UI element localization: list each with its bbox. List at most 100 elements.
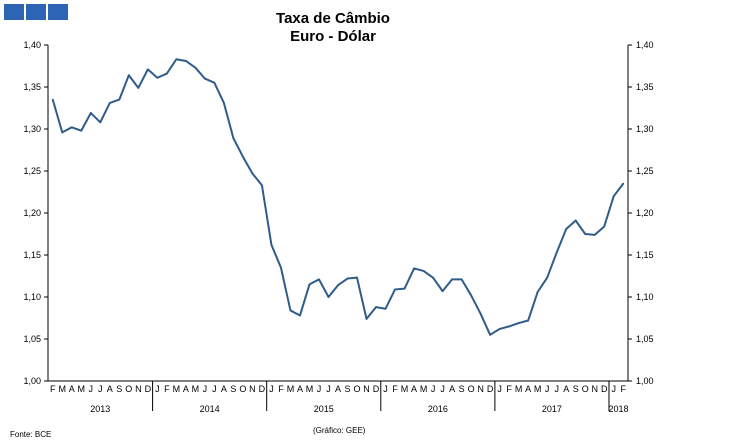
data-point bbox=[156, 76, 159, 79]
x-month-label: J bbox=[611, 384, 616, 394]
data-point bbox=[479, 312, 482, 315]
x-month-label: M bbox=[515, 384, 523, 394]
source-note: Fonte: BCE bbox=[10, 430, 52, 439]
data-point bbox=[546, 276, 549, 279]
data-point bbox=[375, 306, 377, 308]
x-month-label: A bbox=[183, 384, 189, 394]
x-month-label: J bbox=[269, 384, 274, 394]
y-tick-label-left: 1,00 bbox=[23, 376, 41, 386]
x-month-label: F bbox=[506, 384, 512, 394]
y-tick-label-right: 1,35 bbox=[636, 82, 654, 92]
x-month-label: J bbox=[383, 384, 388, 394]
x-year-label: 2014 bbox=[200, 404, 220, 414]
data-point bbox=[555, 251, 558, 254]
x-year-label: 2018 bbox=[608, 404, 628, 414]
y-tick-label-right: 1,20 bbox=[636, 208, 654, 218]
data-point bbox=[70, 126, 73, 129]
data-point bbox=[165, 72, 168, 75]
x-month-label: J bbox=[326, 384, 331, 394]
x-month-label: N bbox=[135, 384, 142, 394]
x-month-label: A bbox=[297, 384, 303, 394]
data-point bbox=[175, 58, 178, 61]
x-year-label: 2017 bbox=[542, 404, 562, 414]
x-month-label: D bbox=[145, 384, 152, 394]
x-month-label: A bbox=[335, 384, 341, 394]
y-tick-label-right: 1,15 bbox=[636, 250, 654, 260]
data-point bbox=[470, 294, 473, 297]
data-point bbox=[593, 233, 596, 236]
x-month-label: O bbox=[468, 384, 475, 394]
x-month-label: S bbox=[230, 384, 236, 394]
x-month-label: N bbox=[249, 384, 256, 394]
data-point bbox=[346, 277, 349, 280]
x-month-label: A bbox=[411, 384, 417, 394]
x-month-label: J bbox=[155, 384, 160, 394]
data-point bbox=[489, 333, 492, 336]
x-month-label: F bbox=[392, 384, 398, 394]
x-month-label: O bbox=[582, 384, 589, 394]
y-tick-label-right: 1,40 bbox=[636, 40, 654, 50]
data-point bbox=[80, 129, 83, 132]
x-month-label: J bbox=[431, 384, 436, 394]
data-point bbox=[517, 322, 520, 324]
data-point bbox=[118, 98, 121, 101]
x-month-label: M bbox=[306, 384, 314, 394]
x-month-label: F bbox=[620, 384, 626, 394]
x-month-label: J bbox=[554, 384, 559, 394]
data-point bbox=[280, 266, 282, 269]
x-month-label: A bbox=[563, 384, 569, 394]
x-month-label: S bbox=[345, 384, 351, 394]
x-month-label: J bbox=[89, 384, 94, 394]
credit-note: (Gráfico: GEE) bbox=[313, 426, 366, 435]
x-month-label: A bbox=[449, 384, 455, 394]
data-point bbox=[451, 278, 453, 281]
x-month-label: A bbox=[221, 384, 227, 394]
series-line-eur-usd bbox=[51, 58, 625, 336]
data-point bbox=[299, 314, 301, 317]
data-point bbox=[527, 319, 530, 322]
data-point bbox=[223, 102, 225, 104]
data-point bbox=[565, 228, 568, 230]
data-point bbox=[622, 182, 625, 185]
data-point bbox=[422, 270, 425, 272]
data-point bbox=[337, 284, 339, 287]
x-month-label: O bbox=[125, 384, 132, 394]
x-month-label: M bbox=[287, 384, 295, 394]
y-tick-label-left: 1,25 bbox=[23, 166, 41, 176]
chart-subtitle: Euro - Dólar bbox=[290, 28, 376, 45]
logo-block-3 bbox=[48, 4, 68, 20]
data-point bbox=[184, 60, 187, 62]
x-year-label: 2013 bbox=[90, 404, 110, 414]
data-point bbox=[413, 267, 415, 270]
x-month-label: J bbox=[317, 384, 322, 394]
data-point bbox=[194, 66, 197, 69]
x-month-label: J bbox=[497, 384, 502, 394]
data-point bbox=[508, 325, 511, 328]
data-point bbox=[394, 288, 396, 291]
x-month-label: N bbox=[477, 384, 484, 394]
data-point bbox=[584, 233, 587, 235]
x-month-label: M bbox=[420, 384, 428, 394]
logo-block-2 bbox=[26, 4, 46, 20]
data-point bbox=[261, 184, 263, 187]
x-month-label: J bbox=[440, 384, 445, 394]
x-month-label: D bbox=[373, 384, 380, 394]
y-tick-label-left: 1,40 bbox=[23, 40, 41, 50]
x-month-label: F bbox=[50, 384, 56, 394]
y-tick-label-left: 1,15 bbox=[23, 250, 41, 260]
x-month-label: N bbox=[591, 384, 598, 394]
x-month-label: M bbox=[78, 384, 86, 394]
y-tick-label-left: 1,30 bbox=[23, 124, 41, 134]
x-month-label: A bbox=[69, 384, 75, 394]
x-month-label: F bbox=[164, 384, 170, 394]
x-month-label: O bbox=[354, 384, 361, 394]
chart-title: Taxa de Câmbio bbox=[276, 10, 390, 27]
y-tick-label-right: 1,25 bbox=[636, 166, 654, 176]
y-tick-label-left: 1,10 bbox=[23, 292, 41, 302]
data-point bbox=[603, 225, 606, 228]
x-month-label: A bbox=[107, 384, 113, 394]
data-point bbox=[612, 195, 615, 198]
y-tick-label-right: 1,00 bbox=[636, 376, 654, 386]
data-point bbox=[99, 121, 102, 124]
